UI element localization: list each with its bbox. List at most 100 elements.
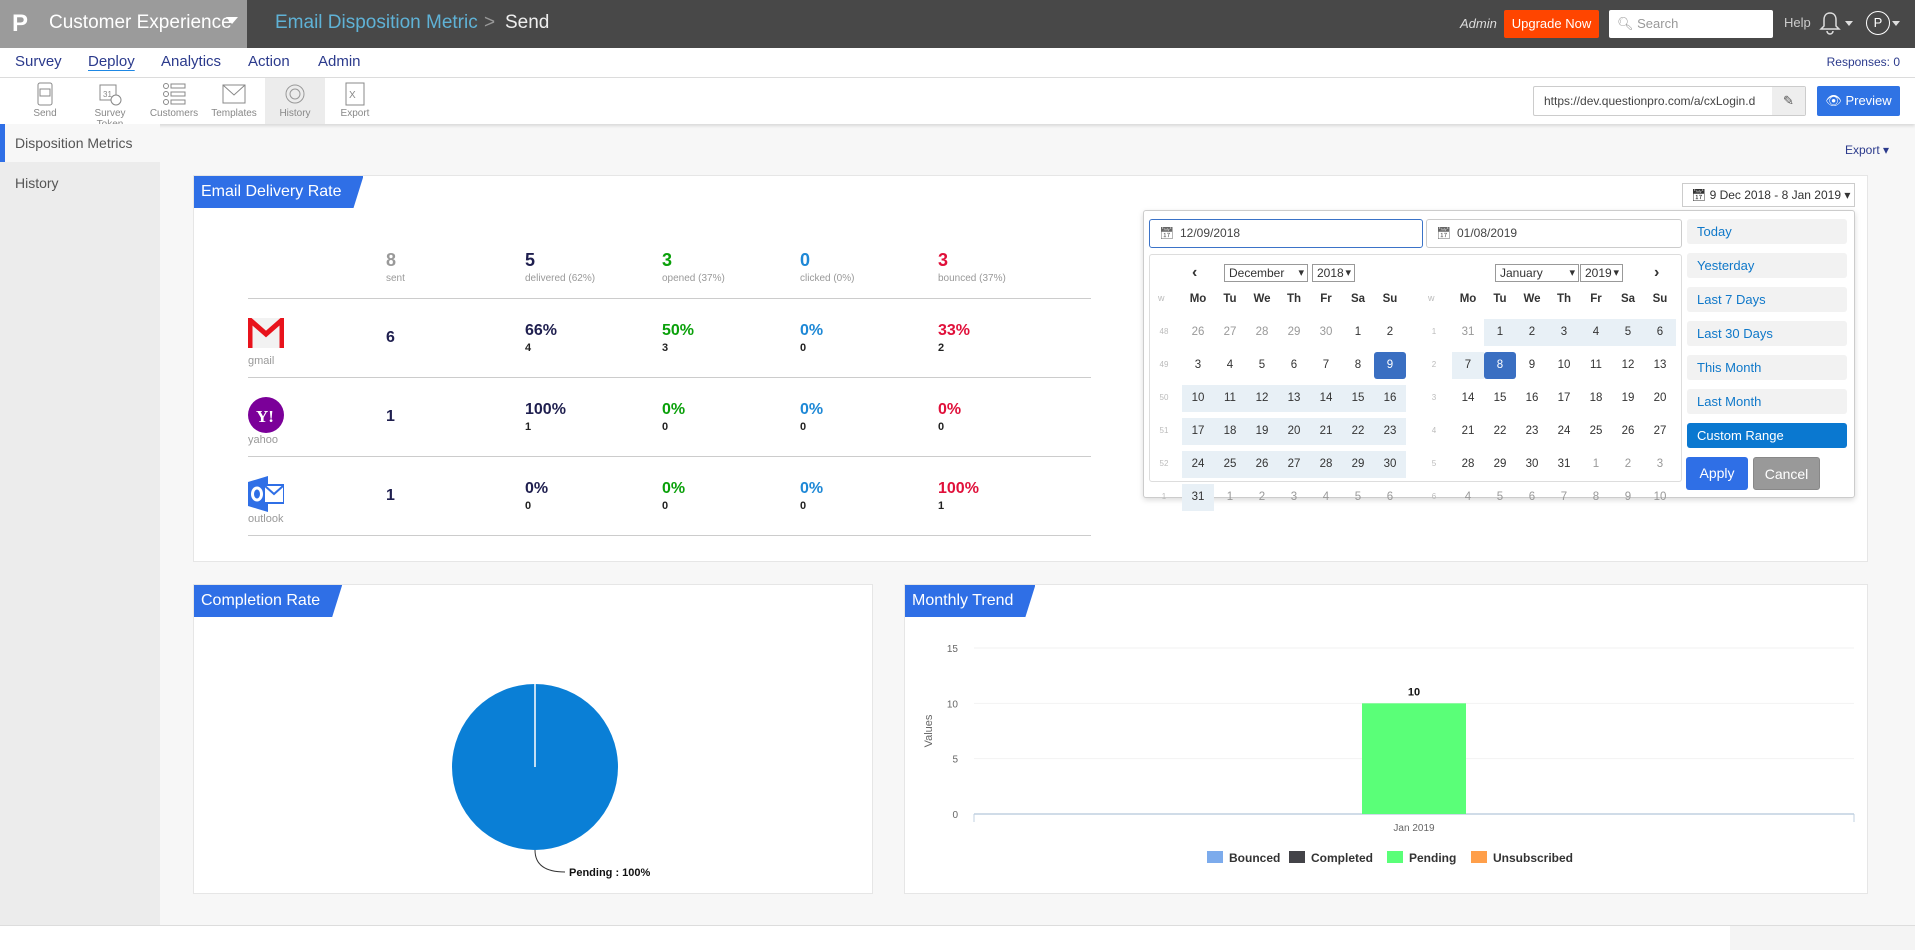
calendar-day[interactable]: 23 — [1374, 418, 1406, 445]
calendar-day[interactable]: 5 — [1258, 359, 1266, 371]
calendar-day[interactable]: 5 — [1612, 319, 1644, 346]
calendar-day[interactable]: 31 — [1557, 458, 1571, 470]
tool-templates[interactable]: Templates — [206, 78, 262, 124]
calendar-day[interactable]: 6 — [1290, 359, 1298, 371]
search-input[interactable]: 🔍︎ Search — [1609, 10, 1773, 38]
calendar-day[interactable]: 10 — [1653, 491, 1667, 503]
calendar-day[interactable]: 21 — [1461, 425, 1475, 437]
calendar-day[interactable]: 31 — [1461, 326, 1475, 338]
right-year-select[interactable]: 2019 — [1580, 264, 1623, 282]
sidebar-item-history[interactable]: History — [15, 175, 59, 191]
calendar-day[interactable]: 24 — [1557, 425, 1571, 437]
tool-export[interactable]: X Export — [325, 78, 385, 124]
help-link[interactable]: Help — [1784, 15, 1811, 30]
calendar-day[interactable]: 31 — [1182, 484, 1214, 511]
calendar-day[interactable]: 4 — [1322, 491, 1330, 503]
calendar-day[interactable]: 15 — [1342, 385, 1374, 412]
calendar-day[interactable]: 29 — [1493, 458, 1507, 470]
export-dropdown[interactable]: Export ▾ — [1845, 143, 1890, 157]
range-option[interactable]: This Month — [1687, 355, 1847, 380]
calendar-day[interactable]: 28 — [1461, 458, 1475, 470]
breadcrumb-survey[interactable]: Email Disposition Metric — [275, 12, 478, 33]
range-option[interactable]: Last Month — [1687, 389, 1847, 414]
end-date-input[interactable]: 📅︎ 01/08/2019 — [1426, 219, 1682, 248]
calendar-day[interactable]: 9 — [1624, 491, 1632, 503]
apply-button[interactable]: Apply — [1686, 457, 1748, 490]
avatar[interactable]: P — [1866, 11, 1890, 35]
calendar-day[interactable]: 1 — [1592, 458, 1600, 470]
tool-send[interactable]: Send — [15, 78, 75, 124]
calendar-day[interactable]: 1 — [1354, 326, 1362, 338]
calendar-day[interactable]: 2 — [1624, 458, 1632, 470]
calendar-day[interactable]: 15 — [1493, 392, 1507, 404]
calendar-day[interactable]: 9 — [1528, 359, 1536, 371]
calendar-day[interactable]: 2 — [1386, 326, 1394, 338]
calendar-day[interactable]: 18 — [1589, 392, 1603, 404]
nav-admin[interactable]: Admin — [318, 53, 361, 70]
calendar-day[interactable]: 28 — [1255, 326, 1269, 338]
product-switcher[interactable]: P Customer Experience — [0, 0, 247, 48]
calendar-day[interactable]: 30 — [1374, 451, 1406, 478]
start-date-input[interactable]: 📅︎ 12/09/2018 — [1149, 219, 1423, 248]
calendar-day[interactable]: 2 — [1516, 319, 1548, 346]
nav-deploy[interactable]: Deploy — [88, 53, 135, 70]
calendar-day[interactable]: 4 — [1580, 319, 1612, 346]
bar-pending[interactable] — [1362, 703, 1466, 814]
tool-history[interactable]: History — [265, 78, 325, 124]
calendar-day[interactable]: 10 — [1182, 385, 1214, 412]
calendar-day[interactable]: 8 — [1354, 359, 1362, 371]
date-range-button[interactable]: 📅︎ 9 Dec 2018 - 8 Jan 2019 ▾ — [1682, 183, 1855, 207]
calendar-day[interactable]: 2 — [1258, 491, 1266, 503]
calendar-day[interactable]: 16 — [1374, 385, 1406, 412]
calendar-day[interactable]: 8 — [1592, 491, 1600, 503]
calendar-day[interactable]: 4 — [1226, 359, 1234, 371]
left-month-select[interactable]: December — [1224, 264, 1308, 282]
calendar-day[interactable]: 21 — [1310, 418, 1342, 445]
calendar-day[interactable]: 24 — [1182, 451, 1214, 478]
calendar-day[interactable]: 1 — [1226, 491, 1234, 503]
preview-button[interactable]: 👁︎ Preview — [1817, 86, 1900, 116]
calendar-day[interactable]: 23 — [1525, 425, 1539, 437]
calendar-day[interactable]: 30 — [1525, 458, 1539, 470]
calendar-day[interactable]: 17 — [1182, 418, 1214, 445]
legend-item-bounced[interactable]: Bounced — [1207, 851, 1280, 865]
calendar-day[interactable]: 19 — [1246, 418, 1278, 445]
pencil-icon[interactable]: ✎ — [1772, 87, 1805, 115]
calendar-day[interactable]: 17 — [1557, 392, 1571, 404]
nav-analytics[interactable]: Analytics — [161, 53, 222, 70]
calendar-day[interactable]: 5 — [1496, 491, 1504, 503]
calendar-day[interactable]: 30 — [1319, 326, 1333, 338]
range-option[interactable]: Last 30 Days — [1687, 321, 1847, 346]
calendar-day[interactable]: 1 — [1484, 319, 1516, 346]
calendar-day[interactable]: 9 — [1374, 352, 1406, 379]
calendar-day[interactable]: 29 — [1287, 326, 1301, 338]
tool-customers[interactable]: Customers — [146, 78, 202, 124]
calendar-day[interactable]: 8 — [1484, 352, 1516, 379]
calendar-day[interactable]: 27 — [1653, 425, 1667, 437]
calendar-day[interactable]: 27 — [1223, 326, 1237, 338]
calendar-day[interactable]: 28 — [1310, 451, 1342, 478]
calendar-day[interactable]: 29 — [1342, 451, 1374, 478]
cancel-button[interactable]: Cancel — [1753, 457, 1820, 490]
prev-month-icon[interactable]: ‹ — [1192, 264, 1198, 281]
calendar-day[interactable]: 20 — [1653, 392, 1667, 404]
calendar-day[interactable]: 14 — [1310, 385, 1342, 412]
calendar-day[interactable]: 7 — [1452, 352, 1484, 379]
calendar-day[interactable]: 13 — [1278, 385, 1310, 412]
calendar-day[interactable]: 20 — [1278, 418, 1310, 445]
calendar-day[interactable]: 26 — [1246, 451, 1278, 478]
calendar-day[interactable]: 11 — [1214, 385, 1246, 412]
calendar-day[interactable]: 7 — [1560, 491, 1568, 503]
range-option[interactable]: Today — [1687, 219, 1847, 244]
calendar-day[interactable]: 25 — [1214, 451, 1246, 478]
bell-icon[interactable] — [1819, 11, 1841, 35]
calendar-day[interactable]: 4 — [1464, 491, 1472, 503]
calendar-day[interactable]: 11 — [1590, 359, 1602, 371]
calendar-day[interactable]: 16 — [1525, 392, 1539, 404]
nav-action[interactable]: Action — [248, 53, 290, 70]
calendar-day[interactable]: 22 — [1493, 425, 1507, 437]
next-month-icon[interactable]: › — [1654, 264, 1660, 281]
calendar-day[interactable]: 6 — [1386, 491, 1394, 503]
calendar-day[interactable]: 18 — [1214, 418, 1246, 445]
